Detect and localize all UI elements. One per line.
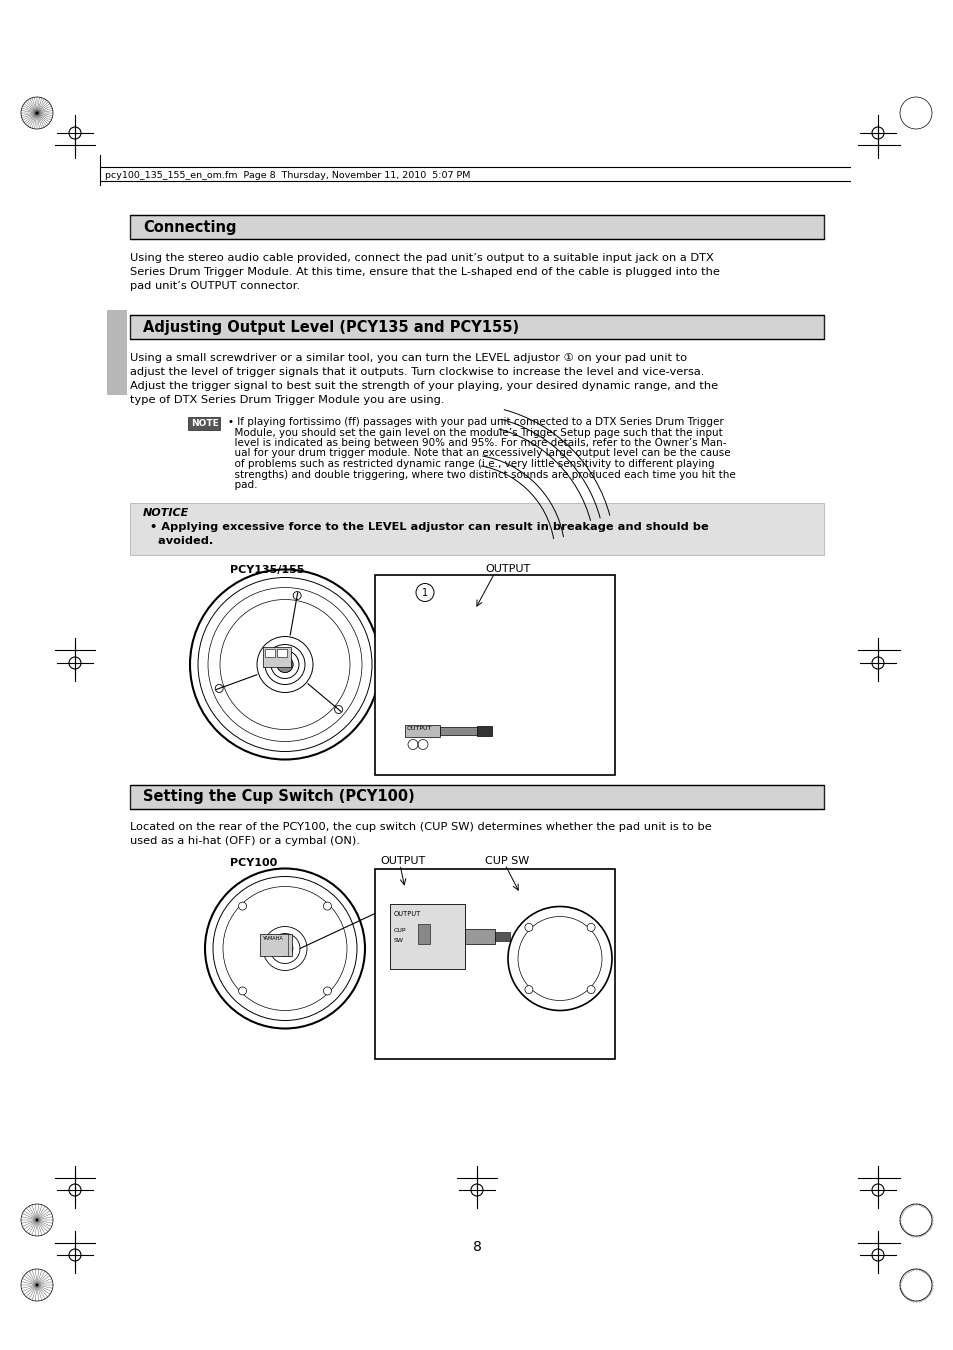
Text: Located on the rear of the PCY100, the cup switch (CUP SW) determines whether th: Located on the rear of the PCY100, the c… bbox=[130, 822, 711, 833]
Bar bbox=[263, 647, 291, 667]
Bar bbox=[375, 868, 615, 1058]
Text: Adjust the trigger signal to best suit the strength of your playing, your desire: Adjust the trigger signal to best suit t… bbox=[130, 381, 718, 392]
Text: NOTE: NOTE bbox=[191, 418, 218, 428]
Text: adjust the level of trigger signals that it outputs. Turn clockwise to increase : adjust the level of trigger signals that… bbox=[130, 367, 703, 377]
Bar bbox=[265, 648, 274, 656]
Text: PCY135/155: PCY135/155 bbox=[230, 564, 304, 575]
Circle shape bbox=[238, 987, 246, 995]
Circle shape bbox=[215, 684, 223, 693]
Text: avoided.: avoided. bbox=[150, 536, 213, 547]
Bar bbox=[130, 315, 823, 339]
Text: Module, you should set the gain level on the module’s Trigger Setup page such th: Module, you should set the gain level on… bbox=[228, 428, 722, 437]
Circle shape bbox=[524, 986, 533, 994]
Bar bbox=[260, 933, 292, 956]
Text: SW: SW bbox=[394, 937, 403, 942]
Bar bbox=[495, 931, 510, 941]
Bar bbox=[417, 923, 430, 944]
Bar bbox=[405, 725, 439, 737]
Circle shape bbox=[276, 656, 293, 672]
Bar bbox=[130, 784, 823, 809]
Bar bbox=[375, 575, 615, 775]
Text: NOTICE: NOTICE bbox=[143, 509, 189, 518]
Circle shape bbox=[323, 902, 331, 910]
Text: • Applying excessive force to the LEVEL adjustor can result in breakage and shou: • Applying excessive force to the LEVEL … bbox=[150, 522, 708, 532]
Text: CUP SW: CUP SW bbox=[484, 856, 529, 867]
Text: pad unit’s OUTPUT connector.: pad unit’s OUTPUT connector. bbox=[130, 281, 300, 292]
Text: OUTPUT: OUTPUT bbox=[394, 911, 421, 918]
Bar bbox=[439, 726, 479, 734]
Text: type of DTX Series Drum Trigger Module you are using.: type of DTX Series Drum Trigger Module y… bbox=[130, 396, 444, 405]
Circle shape bbox=[238, 902, 246, 910]
Text: of problems such as restricted dynamic range (i.e., very little sensitivity to d: of problems such as restricted dynamic r… bbox=[228, 459, 714, 468]
Bar bbox=[476, 725, 492, 736]
Text: Series Drum Trigger Module. At this time, ensure that the L-shaped end of the ca: Series Drum Trigger Module. At this time… bbox=[130, 267, 720, 277]
Bar bbox=[130, 215, 823, 239]
Circle shape bbox=[586, 923, 595, 932]
Text: pcy100_135_155_en_om.fm  Page 8  Thursday, November 11, 2010  5:07 PM: pcy100_135_155_en_om.fm Page 8 Thursday,… bbox=[105, 171, 470, 180]
Text: • If playing fortissimo (ff) passages with your pad unit connected to a DTX Seri: • If playing fortissimo (ff) passages wi… bbox=[228, 417, 723, 427]
Text: Setting the Cup Switch (PCY100): Setting the Cup Switch (PCY100) bbox=[143, 790, 415, 805]
Bar bbox=[276, 648, 287, 656]
Text: OUTPUT: OUTPUT bbox=[407, 726, 432, 732]
Text: Adjusting Output Level (PCY135 and PCY155): Adjusting Output Level (PCY135 and PCY15… bbox=[143, 320, 518, 335]
Text: Connecting: Connecting bbox=[143, 220, 236, 235]
Text: CUP: CUP bbox=[394, 927, 406, 933]
Bar bbox=[390, 903, 464, 968]
Text: 8: 8 bbox=[472, 1241, 481, 1254]
Text: Using the stereo audio cable provided, connect the pad unit’s output to a suitab: Using the stereo audio cable provided, c… bbox=[130, 252, 713, 263]
Text: OUTPUT: OUTPUT bbox=[379, 856, 425, 867]
Circle shape bbox=[276, 941, 293, 957]
Text: PCY100: PCY100 bbox=[230, 859, 277, 868]
Circle shape bbox=[335, 706, 342, 714]
Text: strengths) and double triggering, where two distinct sounds are produced each ti: strengths) and double triggering, where … bbox=[228, 470, 735, 479]
Text: YAMAHA: YAMAHA bbox=[262, 937, 282, 941]
Bar bbox=[464, 929, 495, 944]
Text: level is indicated as being between 90% and 95%. For more details, refer to the : level is indicated as being between 90% … bbox=[228, 437, 726, 448]
Text: Using a small screwdriver or a similar tool, you can turn the LEVEL adjustor ① o: Using a small screwdriver or a similar t… bbox=[130, 352, 686, 363]
Circle shape bbox=[323, 987, 331, 995]
Bar bbox=[107, 310, 127, 396]
Circle shape bbox=[524, 923, 533, 932]
Text: OUTPUT: OUTPUT bbox=[484, 564, 530, 575]
Circle shape bbox=[586, 986, 595, 994]
Circle shape bbox=[293, 591, 301, 599]
Bar bbox=[188, 417, 220, 431]
Text: 1: 1 bbox=[421, 589, 428, 598]
Text: ual for your drum trigger module. Note that an excessively large output level ca: ual for your drum trigger module. Note t… bbox=[228, 448, 730, 459]
Bar bbox=[130, 502, 823, 555]
Text: used as a hi-hat (OFF) or a cymbal (ON).: used as a hi-hat (OFF) or a cymbal (ON). bbox=[130, 837, 359, 846]
Text: pad.: pad. bbox=[228, 481, 257, 490]
